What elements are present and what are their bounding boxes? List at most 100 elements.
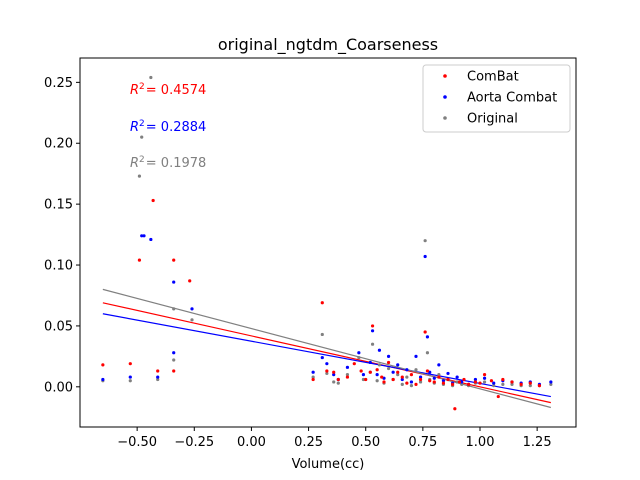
- point-s2-28: [414, 368, 418, 372]
- r2-annotation-2: R2= 0.1978: [130, 155, 206, 171]
- point-s2-18: [370, 342, 375, 346]
- point-s0-37: [450, 382, 455, 386]
- r2-annotations: R2= 0.4574 R2= 0.2884 R2= 0.1978: [130, 82, 206, 171]
- point-s1-38: [455, 375, 459, 379]
- point-s0-47: [501, 377, 505, 382]
- point-s0-45: [489, 379, 494, 383]
- point-s1-28: [414, 354, 418, 358]
- r2-annotation-1: R2= 0.2884: [130, 119, 206, 135]
- point-s2-34: [437, 373, 441, 377]
- point-s0-26: [405, 381, 409, 385]
- point-s1-10: [320, 355, 324, 360]
- point-s0-12: [336, 377, 340, 382]
- x-tick-label-7: 1.25: [523, 435, 552, 450]
- point-s0-50: [528, 381, 532, 385]
- y-axis-ticks: 0.00 0.05 0.10 0.15 0.20 0.25: [44, 76, 80, 395]
- point-s1-31: [425, 335, 430, 339]
- point-s1-34: [437, 363, 441, 367]
- point-s0-43: [478, 381, 482, 385]
- point-s0-33: [432, 380, 436, 384]
- point-s1-1: [128, 375, 132, 379]
- point-s0-24: [396, 370, 400, 374]
- point-s1-42: [482, 376, 487, 380]
- point-s0-5: [172, 258, 176, 262]
- point-s2-39: [460, 382, 464, 386]
- point-s0-21: [382, 380, 386, 384]
- point-s1-15: [357, 351, 361, 355]
- point-s0-34: [437, 375, 441, 379]
- point-s0-0: [101, 363, 105, 367]
- point-s2-16: [361, 377, 366, 382]
- data-points: [101, 75, 553, 411]
- point-s0-15: [359, 369, 363, 373]
- legend-marker-2: [443, 116, 447, 120]
- point-s1-17: [368, 360, 372, 365]
- point-s0-25: [400, 375, 404, 379]
- point-s2-26: [405, 375, 409, 379]
- y-tick-label-3: 0.15: [44, 198, 73, 213]
- point-s2-20: [377, 363, 382, 367]
- point-s2-44: [501, 382, 505, 386]
- x-tick-label-2: 0.00: [237, 435, 266, 450]
- point-s2-14: [345, 373, 350, 377]
- point-s1-8: [190, 307, 194, 311]
- point-s1-27: [409, 380, 414, 384]
- point-s0-41: [466, 382, 471, 386]
- point-s2-6: [172, 307, 176, 311]
- point-s1-18: [370, 329, 375, 333]
- point-s1-9: [311, 370, 315, 374]
- point-s2-45: [510, 382, 514, 386]
- legend-label-0: ComBat: [467, 70, 519, 85]
- point-s2-11: [325, 371, 329, 376]
- point-s2-49: [549, 382, 553, 386]
- point-s2-47: [528, 383, 532, 388]
- point-s2-38: [455, 380, 459, 384]
- point-s1-19: [375, 373, 379, 377]
- point-s0-51: [537, 383, 542, 388]
- point-s1-3: [142, 234, 146, 238]
- y-tick-label-2: 0.10: [44, 259, 73, 274]
- fit-line-2: [102, 288, 552, 409]
- point-s0-3: [151, 198, 155, 203]
- point-s1-49: [549, 380, 553, 384]
- point-s0-44: [482, 373, 487, 377]
- point-s2-2: [137, 174, 142, 178]
- x-axis-label: Volume(cc): [292, 457, 365, 472]
- point-s0-6: [172, 369, 176, 373]
- point-s0-4: [156, 369, 160, 373]
- fit-line-0: [102, 302, 551, 404]
- point-s0-31: [425, 369, 430, 373]
- point-s0-39: [457, 380, 462, 384]
- point-s1-30: [423, 254, 427, 259]
- point-s0-29: [418, 377, 423, 382]
- point-s2-3: [140, 135, 144, 139]
- point-s0-36: [446, 377, 450, 382]
- point-s1-2: [140, 234, 144, 238]
- x-tick-label-6: 1.00: [466, 435, 495, 450]
- x-tick-label-0: −0.50: [117, 435, 157, 450]
- point-s1-33: [432, 376, 436, 380]
- point-s2-15: [357, 355, 361, 360]
- point-s0-46: [496, 394, 500, 399]
- point-s0-14: [352, 362, 356, 366]
- point-s1-5: [156, 375, 160, 379]
- legend: ComBat Aorta Combat Original: [422, 64, 571, 133]
- point-s1-6: [172, 280, 176, 284]
- r2-annotation-0: R2= 0.4574: [130, 82, 206, 98]
- point-s2-31: [425, 351, 430, 355]
- point-s1-7: [172, 351, 176, 355]
- y-tick-label-0: 0.00: [44, 380, 73, 395]
- legend-marker-1: [443, 95, 447, 99]
- point-s1-41: [473, 377, 478, 382]
- point-s1-43: [492, 381, 496, 385]
- plot-frame: [79, 57, 577, 428]
- point-s1-20: [377, 348, 382, 352]
- point-s0-7: [188, 279, 192, 283]
- y-tick-label-5: 0.25: [44, 76, 73, 91]
- point-s1-23: [391, 370, 395, 374]
- point-s0-1: [128, 362, 132, 366]
- y-tick-label-1: 0.05: [44, 319, 73, 334]
- point-s1-24: [396, 363, 400, 367]
- point-s1-39: [460, 380, 464, 384]
- point-s2-22: [386, 366, 391, 371]
